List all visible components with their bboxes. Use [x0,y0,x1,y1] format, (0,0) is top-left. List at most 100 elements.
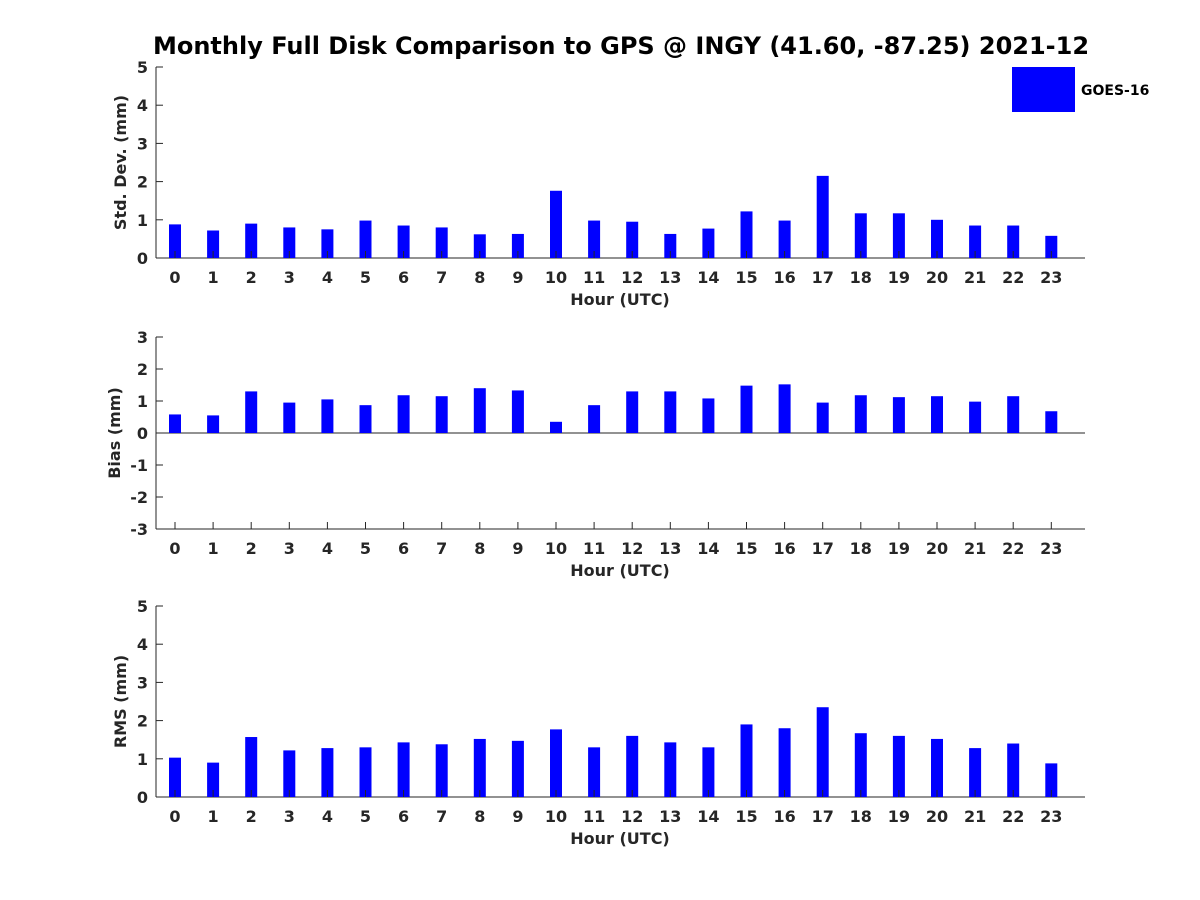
x-tick-label: 5 [360,807,371,826]
x-tick-label: 12 [621,268,643,287]
legend-swatch-goes-16 [1012,67,1075,112]
y-tick-label: 3 [137,328,148,347]
x-tick-label: 1 [208,807,219,826]
x-tick-label: 20 [926,268,948,287]
x-tick-label: 8 [474,807,485,826]
bar-hour-11 [588,747,601,797]
bar-hour-1 [207,230,220,258]
y-tick-label: 0 [137,424,148,443]
bar-hour-3 [283,750,296,797]
x-tick-label: 8 [474,268,485,287]
bar-hour-13 [664,742,677,797]
bar-hour-16 [778,728,791,797]
bar-hour-8 [473,234,486,258]
x-tick-label: 5 [360,539,371,558]
x-tick-label: 22 [1002,268,1024,287]
x-tick-label: 15 [735,539,757,558]
x-tick-label: 20 [926,807,948,826]
bar-hour-6 [397,225,410,258]
x-tick-label: 10 [545,807,567,826]
bar-hour-4 [321,748,334,797]
figure-title: Monthly Full Disk Comparison to GPS @ IN… [153,32,1089,60]
bar-hour-16 [778,220,791,258]
y-tick-label: -3 [130,520,148,539]
y-axis-label: Bias (mm) [105,387,124,479]
bar-hour-7 [435,396,448,433]
x-axis-label: Hour (UTC) [570,290,670,309]
bar-hour-13 [664,233,677,258]
x-tick-label: 19 [888,539,910,558]
x-tick-label: 2 [246,268,257,287]
bar-hour-5 [359,405,372,433]
bar-hour-15 [740,724,753,797]
bar-hour-1 [207,415,220,433]
y-tick-label: 2 [137,173,148,192]
x-tick-label: 23 [1040,807,1062,826]
bar-hour-12 [626,391,639,433]
x-tick-label: 5 [360,268,371,287]
y-tick-label: 3 [137,134,148,153]
x-tick-label: 17 [812,268,834,287]
bar-hour-15 [740,385,753,433]
bar-hour-7 [435,744,448,797]
x-tick-label: 8 [474,539,485,558]
x-tick-label: 19 [888,268,910,287]
bar-hour-11 [588,220,601,258]
bar-hour-14 [702,747,715,797]
y-tick-label: 5 [137,58,148,77]
x-tick-label: 0 [169,268,180,287]
bar-hour-9 [511,740,524,797]
x-tick-label: 20 [926,539,948,558]
x-tick-label: 13 [659,807,681,826]
bar-hour-0 [169,414,181,433]
bar-hour-6 [397,395,410,433]
x-tick-label: 7 [436,268,447,287]
y-axis-label: Std. Dev. (mm) [111,95,130,230]
x-tick-label: 18 [850,268,872,287]
x-tick-label: 16 [773,807,795,826]
bar-hour-2 [245,223,258,258]
x-axis-label: Hour (UTC) [570,561,670,580]
x-tick-label: 3 [284,268,295,287]
x-axis-label: Hour (UTC) [570,829,670,848]
y-tick-label: 4 [137,635,148,654]
legend-label-goes-16: GOES-16 [1081,83,1149,99]
x-tick-label: 11 [583,268,605,287]
bar-hour-17 [816,707,829,797]
x-tick-label: 16 [773,268,795,287]
y-tick-label: 0 [137,788,148,807]
y-tick-label: -2 [130,488,148,507]
bar-hour-22 [1007,743,1020,797]
x-tick-label: 9 [512,539,523,558]
x-tick-label: 6 [398,268,409,287]
x-tick-label: 9 [512,807,523,826]
x-tick-label: 6 [398,539,409,558]
bar-hour-19 [892,735,905,797]
x-tick-label: 2 [246,539,257,558]
bar-hour-15 [740,211,753,258]
bar-hour-20 [931,396,943,433]
bar-hour-20 [931,738,943,797]
x-tick-label: 11 [583,807,605,826]
x-tick-label: 14 [697,539,719,558]
x-tick-label: 14 [697,807,719,826]
x-tick-label: 12 [621,807,643,826]
x-tick-label: 2 [246,807,257,826]
bar-hour-0 [169,224,181,258]
x-tick-label: 15 [735,807,757,826]
x-tick-label: 0 [169,807,180,826]
bar-hour-21 [969,748,982,797]
x-tick-label: 15 [735,268,757,287]
bar-hour-9 [511,233,524,258]
bar-hour-17 [816,402,829,433]
bar-hour-16 [778,384,791,433]
x-tick-label: 22 [1002,807,1024,826]
bar-hour-5 [359,220,372,258]
bar-hour-11 [588,405,601,433]
bar-hour-18 [854,733,867,797]
y-tick-label: 2 [137,712,148,731]
bar-hour-6 [397,742,410,797]
